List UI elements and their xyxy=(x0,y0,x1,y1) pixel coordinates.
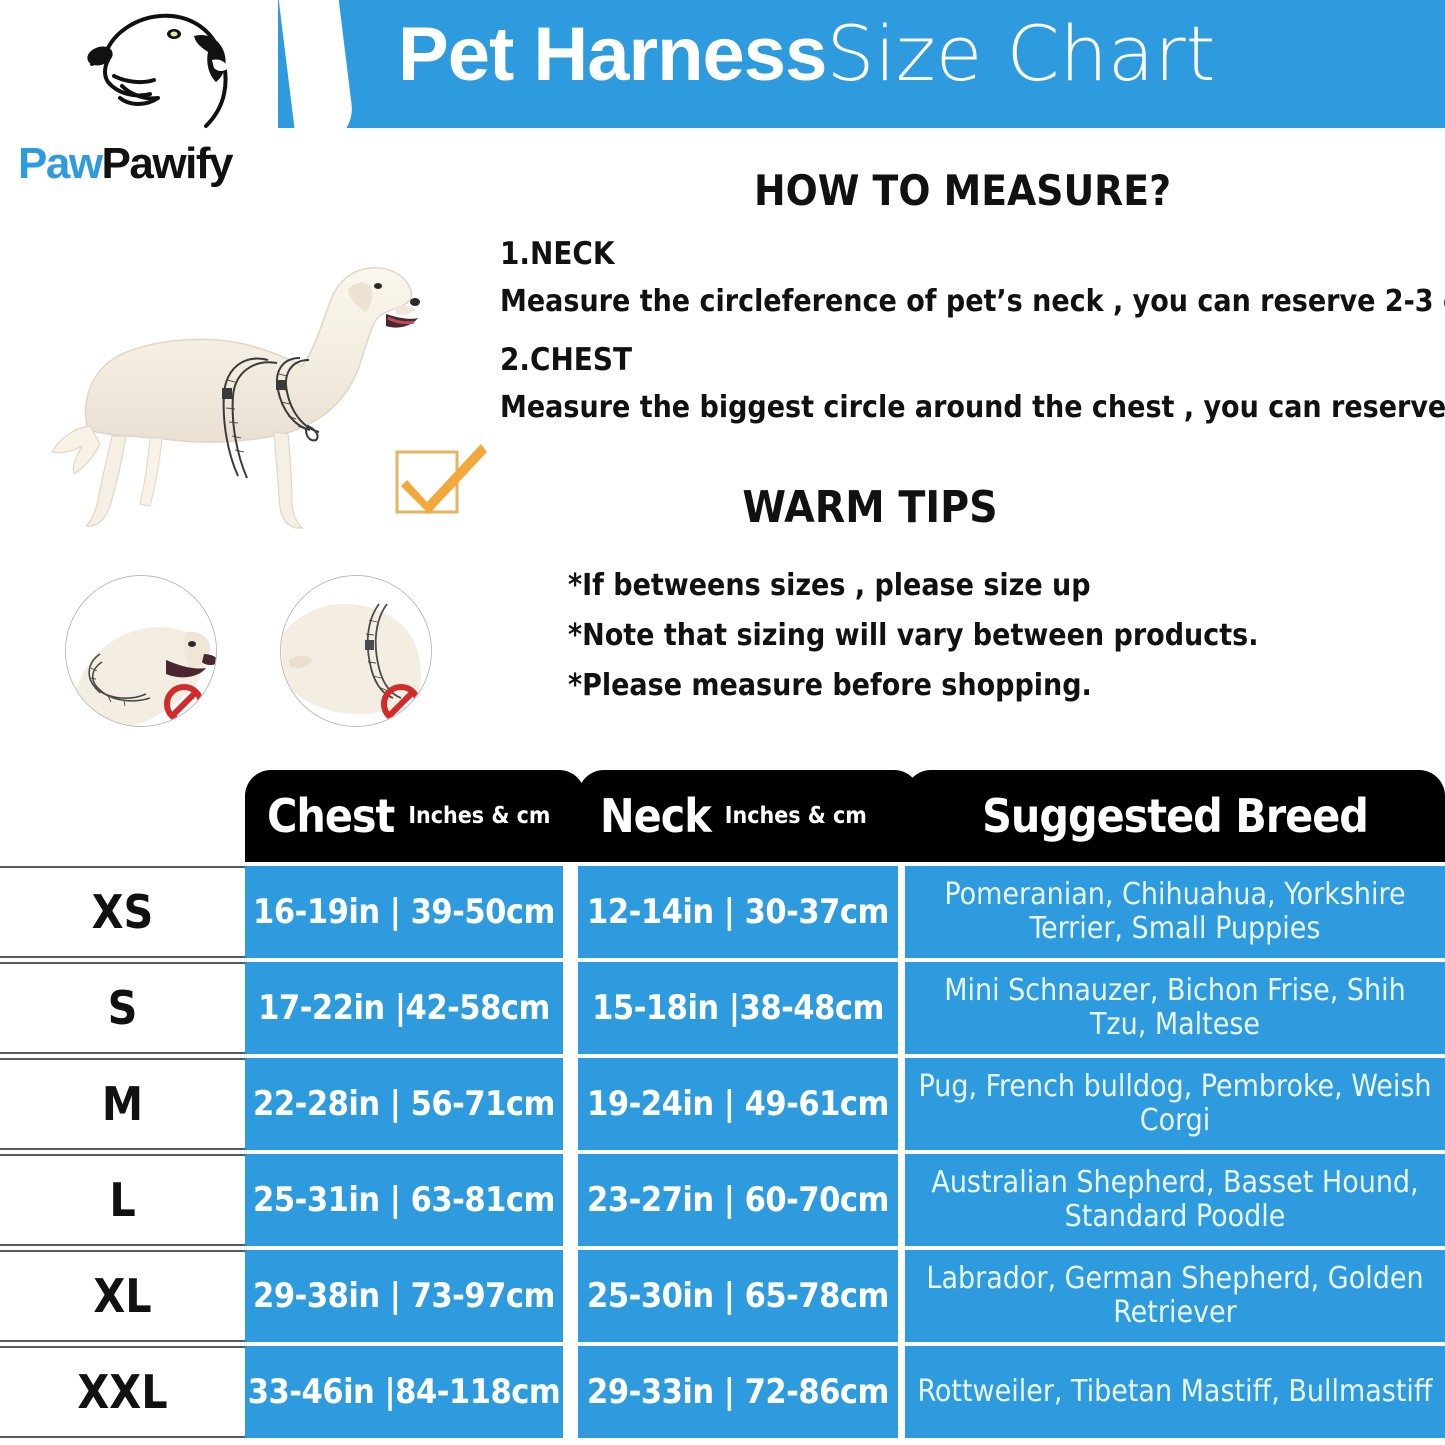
dog-measure-illustration xyxy=(30,240,450,540)
dog-head-icon xyxy=(78,6,268,136)
cell-chest-value: 17-22in |42-58cm xyxy=(258,988,550,1028)
incorrect-measure-examples xyxy=(55,565,475,745)
cell-breed: Mini Schnauzer, Bichon Frise, Shih Tzu, … xyxy=(905,962,1445,1054)
column-header-neck-label: Neck xyxy=(600,789,712,843)
warm-tips-title: WARM TIPS xyxy=(742,482,998,533)
header-banner: Pet HarnessSize Chart xyxy=(278,0,1445,128)
cell-neck: 12-14in | 30-37cm xyxy=(578,866,898,958)
brand-name-part2: Pawify xyxy=(101,139,234,188)
cell-size: XXL xyxy=(0,1346,245,1438)
measure-step2-label: 2.CHEST xyxy=(500,342,632,378)
cell-neck: 15-18in |38-48cm xyxy=(578,962,898,1054)
warm-tip-1: *If betweens sizes , please size up xyxy=(568,568,1091,603)
cell-neck: 19-24in | 49-61cm xyxy=(578,1058,898,1150)
table-body: XS 16-19in | 39-50cm 12-14in | 30-37cm P… xyxy=(0,866,1445,1442)
cell-neck-value: 12-14in | 30-37cm xyxy=(587,892,889,932)
cell-chest-value: 22-28in | 56-71cm xyxy=(253,1084,555,1124)
column-header-neck-units: Inches & cm xyxy=(724,803,867,829)
cell-neck-value: 23-27in | 60-70cm xyxy=(587,1180,889,1220)
column-header-breed-label: Suggested Breed xyxy=(982,789,1369,843)
cell-size: S xyxy=(0,962,245,1054)
cell-chest: 29-38in | 73-97cm xyxy=(245,1250,563,1342)
table-row: S 17-22in |42-58cm 15-18in |38-48cm Mini… xyxy=(0,962,1445,1058)
cell-breed: Pug, French bulldog, Pembroke, Weish Cor… xyxy=(905,1058,1445,1150)
cell-neck: 25-30in | 65-78cm xyxy=(578,1250,898,1342)
size-chart-table: Chest Inches & cm Neck Inches & cm Sugge… xyxy=(0,770,1445,1442)
cell-size: XS xyxy=(0,866,245,958)
table-row: XL 29-38in | 73-97cm 25-30in | 65-78cm L… xyxy=(0,1250,1445,1346)
cell-size: L xyxy=(0,1154,245,1246)
orange-checkmark-icon xyxy=(393,440,489,518)
warm-tip-2: *Note that sizing will vary between prod… xyxy=(568,618,1259,653)
cell-breed-value: Rottweiler, Tibetan Mastiff, Bullmastiff xyxy=(917,1374,1433,1410)
page-title: Pet HarnessSize Chart xyxy=(398,16,1215,93)
incorrect-example-1 xyxy=(65,575,217,727)
warm-tip-3: *Please measure before shopping. xyxy=(568,668,1092,703)
cell-neck-value: 15-18in |38-48cm xyxy=(592,988,884,1028)
cell-neck: 29-33in | 72-86cm xyxy=(578,1346,898,1438)
cell-chest: 33-46in |84-118cm xyxy=(245,1346,563,1438)
column-header-chest-units: Inches & cm xyxy=(408,803,551,829)
cell-breed: Pomeranian, Chihuahua, Yorkshire Terrier… xyxy=(905,866,1445,958)
table-row: XXL 33-46in |84-118cm 29-33in | 72-86cm … xyxy=(0,1346,1445,1442)
table-row: M 22-28in | 56-71cm 19-24in | 49-61cm Pu… xyxy=(0,1058,1445,1154)
column-header-breed: Suggested Breed xyxy=(905,770,1445,862)
column-header-chest-label: Chest xyxy=(267,789,395,843)
cell-breed-value: Mini Schnauzer, Bichon Frise, Shih Tzu, … xyxy=(944,973,1406,1042)
cell-chest: 16-19in | 39-50cm xyxy=(245,866,563,958)
brand-name-part1: Paw xyxy=(18,139,103,188)
cell-chest-value: 16-19in | 39-50cm xyxy=(253,892,555,932)
measure-step2-text: Measure the biggest circle around the ch… xyxy=(500,390,1445,425)
cell-chest-value: 29-38in | 73-97cm xyxy=(253,1276,555,1316)
brand-name: PawPawify xyxy=(18,139,234,189)
table-row: L 25-31in | 63-81cm 23-27in | 60-70cm Au… xyxy=(0,1154,1445,1250)
column-header-neck: Neck Inches & cm xyxy=(578,770,920,862)
cell-breed-value: Australian Shepherd, Basset Hound, Stand… xyxy=(931,1165,1419,1234)
cell-breed: Australian Shepherd, Basset Hound, Stand… xyxy=(905,1154,1445,1246)
cell-breed-value: Labrador, German Shepherd, Golden Retrie… xyxy=(926,1261,1424,1330)
cell-neck: 23-27in | 60-70cm xyxy=(578,1154,898,1246)
how-to-measure-title: HOW TO MEASURE? xyxy=(753,166,1172,215)
title-light-part: Size Chart xyxy=(826,9,1216,98)
cell-size: M xyxy=(0,1058,245,1150)
measure-step1-label: 1.NECK xyxy=(500,236,615,272)
cell-chest: 25-31in | 63-81cm xyxy=(245,1154,563,1246)
table-row: XS 16-19in | 39-50cm 12-14in | 30-37cm P… xyxy=(0,866,1445,962)
cell-breed-value: Pug, French bulldog, Pembroke, Weish Cor… xyxy=(918,1069,1432,1138)
cell-breed: Labrador, German Shepherd, Golden Retrie… xyxy=(905,1250,1445,1342)
cell-neck-value: 19-24in | 49-61cm xyxy=(587,1084,889,1124)
cell-breed-value: Pomeranian, Chihuahua, Yorkshire Terrier… xyxy=(944,877,1406,946)
cell-chest: 17-22in |42-58cm xyxy=(245,962,563,1054)
cell-neck-value: 29-33in | 72-86cm xyxy=(587,1372,889,1412)
cell-breed: Rottweiler, Tibetan Mastiff, Bullmastiff xyxy=(905,1346,1445,1438)
brand-logo: PawPawify xyxy=(8,6,278,196)
incorrect-example-2 xyxy=(280,575,432,727)
measure-step1-text: Measure the circleference of pet’s neck … xyxy=(500,284,1445,319)
table-header-row: Chest Inches & cm Neck Inches & cm Sugge… xyxy=(0,770,1445,866)
cell-chest-value: 25-31in | 63-81cm xyxy=(253,1180,555,1220)
title-bold-part: Pet Harness xyxy=(398,12,827,97)
banner-left-cutout xyxy=(278,0,357,128)
cell-size: XL xyxy=(0,1250,245,1342)
column-header-chest: Chest Inches & cm xyxy=(245,770,585,862)
cell-neck-value: 25-30in | 65-78cm xyxy=(587,1276,889,1316)
cell-chest: 22-28in | 56-71cm xyxy=(245,1058,563,1150)
cell-chest-value: 33-46in |84-118cm xyxy=(247,1372,561,1412)
